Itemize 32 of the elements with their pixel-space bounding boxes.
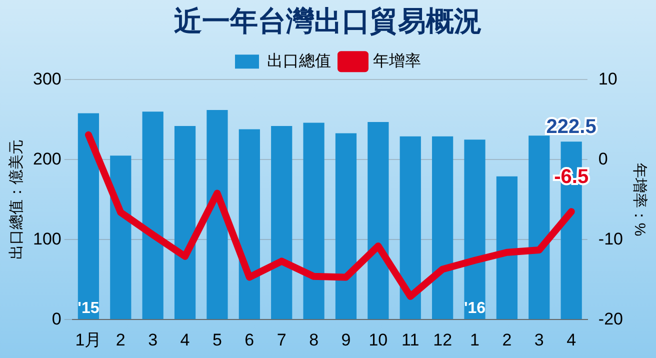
x-tick-label: 6: [244, 330, 254, 350]
y2-axis-title: 年增率：%: [630, 162, 648, 236]
chart-title: 近一年台灣出口貿易概況: [174, 6, 482, 37]
x-tick-label: 2: [116, 330, 126, 350]
y-tick-label: 100: [32, 229, 62, 248]
x-tick-label: 4: [180, 330, 190, 350]
annotation: '16: [464, 300, 486, 318]
y-tick-label: 200: [32, 149, 62, 168]
legend-label: 出口總值: [267, 52, 331, 70]
x-tick-label: 5: [212, 330, 222, 350]
x-tick-label: 3: [148, 330, 158, 350]
x-tick-label: 7: [276, 330, 286, 350]
y2-tick-label: -20: [598, 309, 624, 328]
data-label: 222.5: [546, 116, 596, 138]
x-tick-label: 9: [341, 330, 351, 350]
y-tick-label: 300: [32, 69, 62, 88]
x-tick-label: 12: [433, 330, 452, 350]
x-tick-label: 8: [309, 330, 319, 350]
x-tick-label: 1: [470, 330, 480, 350]
x-tick-label: 4: [566, 330, 576, 350]
x-tick-label: 1月: [75, 330, 102, 350]
x-tick-label: 10: [368, 330, 388, 350]
x-tick-label: 11: [402, 330, 420, 350]
legend-label: 年增率: [373, 52, 421, 70]
y2-tick-label: 0: [598, 149, 608, 168]
x-tick-label: 2: [502, 330, 512, 350]
y2-tick-label: 10: [598, 69, 618, 88]
annotation: '15: [78, 300, 100, 318]
y-tick-label: 0: [52, 309, 62, 328]
y-axis-title: 出口總值：億美元: [8, 140, 26, 260]
y2-tick-label: -10: [598, 229, 624, 248]
x-tick-label: 3: [534, 330, 544, 350]
